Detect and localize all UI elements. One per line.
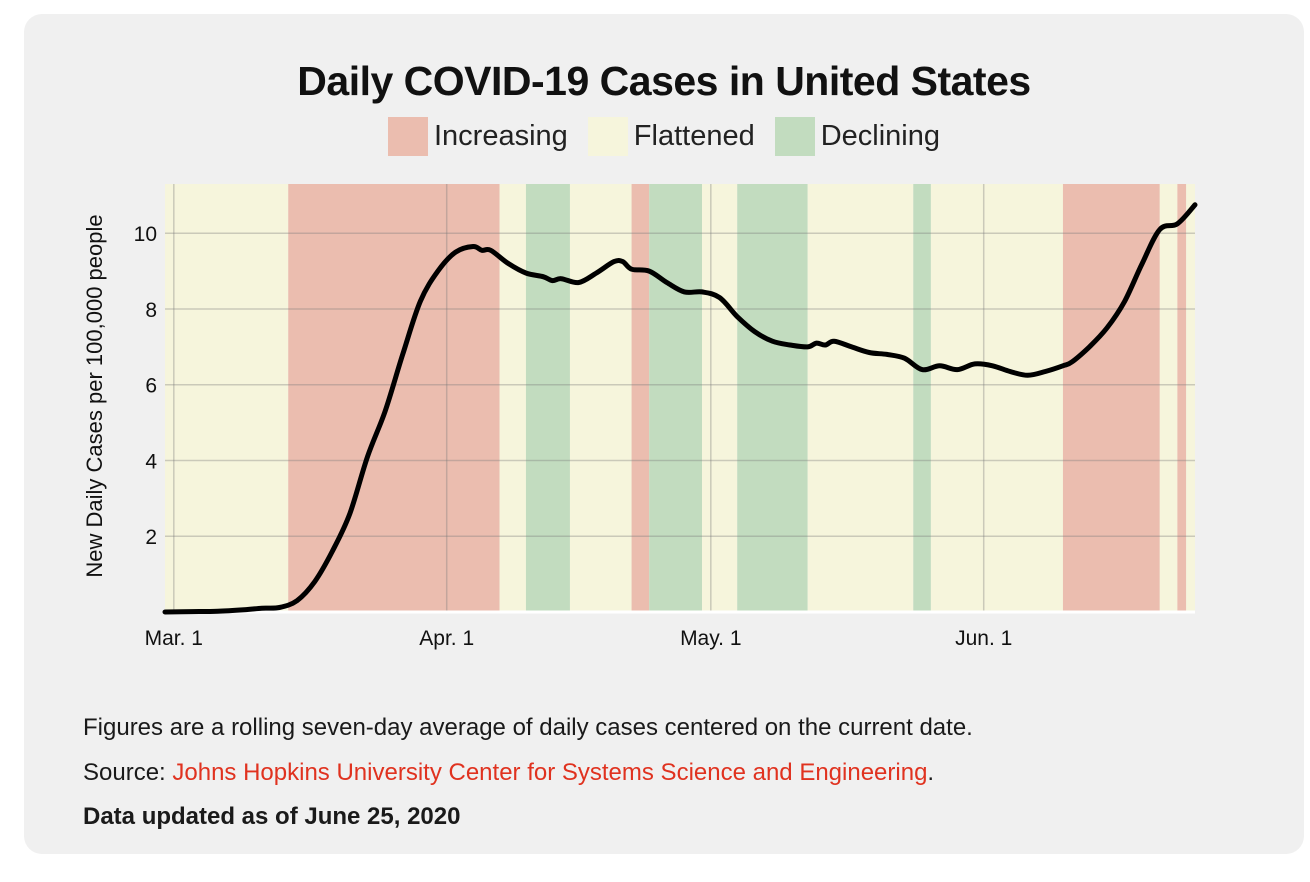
legend-label-flattened: Flattened xyxy=(633,119,755,152)
legend-swatch-increasing xyxy=(387,116,428,156)
trend-band-declining xyxy=(649,184,703,612)
x-tick-label: May. 1 xyxy=(680,627,741,650)
footnote-updated: Data updated as of June 25, 2020 xyxy=(83,803,461,830)
trend-band-declining xyxy=(913,184,931,612)
trend-band-flattened xyxy=(165,184,289,612)
legend: Increasing Flattened Declining xyxy=(24,114,1304,158)
trend-band-increasing xyxy=(1177,184,1187,612)
legend-item-flattened: Flattened xyxy=(587,116,755,156)
x-tick-label: Jun. 1 xyxy=(955,627,1012,650)
source-link[interactable]: Johns Hopkins University Center for Syst… xyxy=(172,759,928,786)
y-tick-label: 10 xyxy=(134,223,157,246)
gridlines xyxy=(165,184,1195,614)
x-tick-labels: Mar. 1 Apr. 1 May. 1 Jun. 1 xyxy=(145,627,1013,650)
footnote-method: Figures are a rolling seven-day average … xyxy=(83,714,973,741)
line-chart: 2 4 6 8 10 Mar. 1 Apr. 1 May. 1 Jun. 1 New Dail… xyxy=(82,184,1198,650)
legend-label-declining: Declining xyxy=(820,119,941,152)
legend-item-declining: Declining xyxy=(774,116,941,156)
trend-bands xyxy=(165,184,1195,612)
series-line-daily-cases xyxy=(162,202,1198,615)
source-prefix: Source: xyxy=(83,759,173,786)
trend-band-flattened xyxy=(1186,184,1195,612)
y-tick-labels: 2 4 6 8 10 xyxy=(134,223,158,549)
trend-band-declining xyxy=(737,184,808,612)
x-tick-label: Mar. 1 xyxy=(145,627,203,650)
trend-band-flattened xyxy=(702,184,738,612)
footnote-source: Source: Johns Hopkins University Center … xyxy=(83,759,934,787)
legend-label-increasing: Increasing xyxy=(433,119,568,152)
y-tick-label: 8 xyxy=(145,299,157,322)
trend-band-increasing xyxy=(288,184,500,612)
trend-band-flattened xyxy=(807,184,914,612)
trend-band-declining xyxy=(525,184,570,612)
y-tick-label: 4 xyxy=(145,450,157,473)
trend-band-flattened xyxy=(1159,184,1178,612)
source-suffix: . xyxy=(927,759,935,786)
y-tick-label: 2 xyxy=(145,526,157,549)
legend-swatch-declining xyxy=(774,116,815,156)
trend-band-flattened xyxy=(930,184,1063,612)
legend-swatch-flattened xyxy=(587,116,628,156)
trend-band-flattened xyxy=(569,184,632,612)
legend-item-increasing: Increasing xyxy=(387,116,568,156)
chart-card: Daily COVID-19 Cases in United States In… xyxy=(24,14,1304,854)
chart-title: Daily COVID-19 Cases in United States xyxy=(297,58,1031,104)
trend-band-flattened xyxy=(499,184,526,612)
y-tick-label: 6 xyxy=(145,375,157,398)
x-tick-label: Apr. 1 xyxy=(419,627,474,650)
trend-band-increasing xyxy=(631,184,650,612)
trend-band-increasing xyxy=(1062,184,1160,612)
y-axis-label: New Daily Cases per 100,000 people xyxy=(82,214,107,577)
